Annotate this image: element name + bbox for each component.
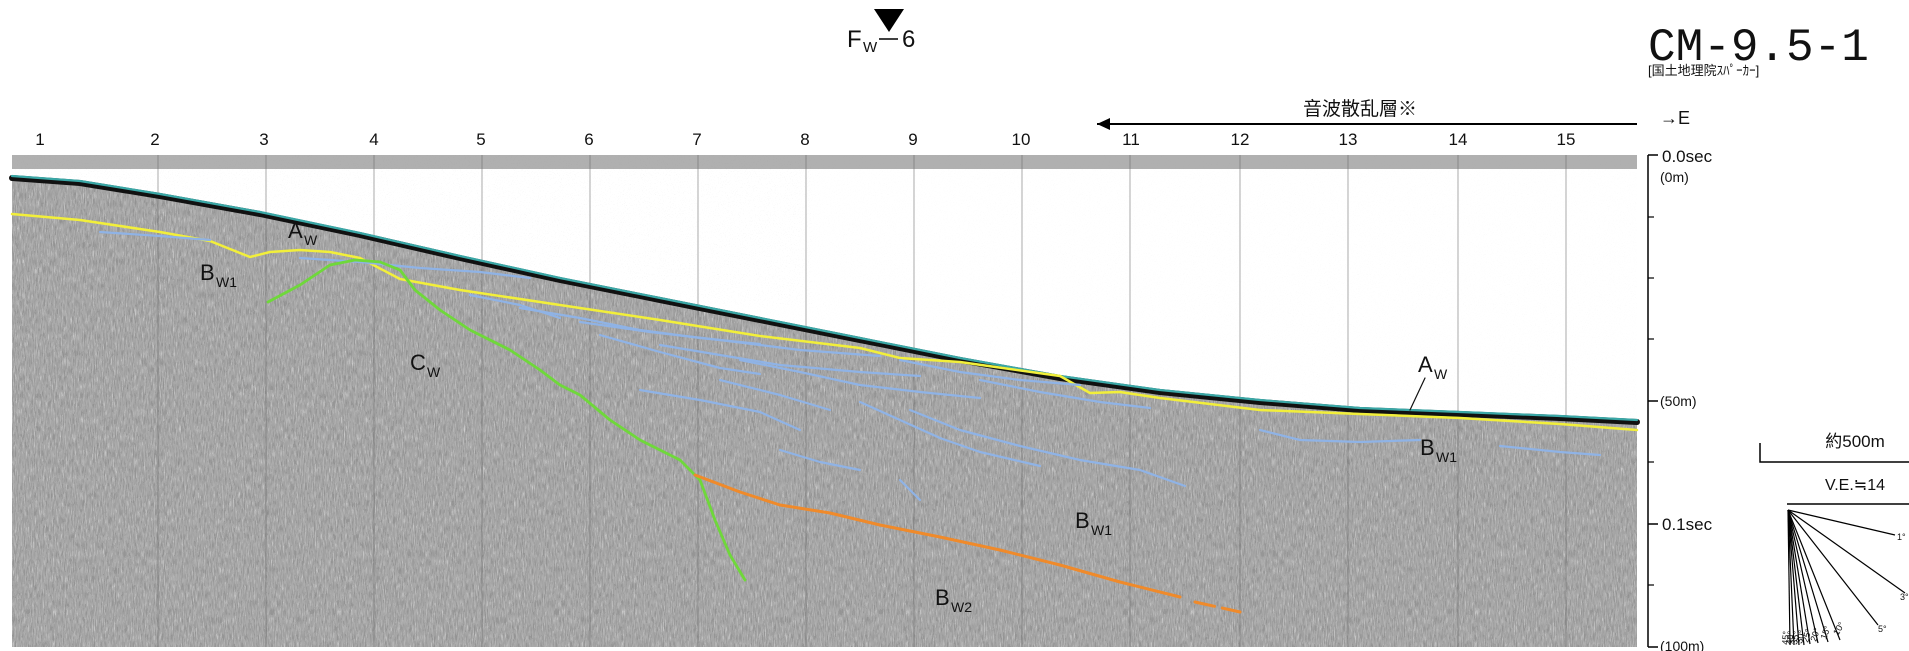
shot-point: 8 [800,130,809,149]
horizon-label-aw-east: A [1418,352,1433,377]
angle-label: 15° [1818,624,1832,641]
profile-id: CM-9.5-1 [1648,22,1869,74]
seafloor-black [9,175,1640,425]
shot-point: 12 [1231,130,1250,149]
horizon-label-cw-sub: W [427,364,441,380]
time-axis: 0.0sec (0m) (50m) 0.1sec (100m) [1647,147,1713,651]
horizon-bw2-dashed-line [1193,600,1242,614]
interpretation-lines [9,174,1640,614]
shot-point: 9 [908,130,917,149]
horizon-label-aw-east-sub: W [1434,366,1448,382]
shot-point: 7 [692,130,701,149]
slope-angle-fan [1787,509,1906,646]
fault-marker: F W 6 [847,9,915,56]
direction-east-label: →E [1660,108,1690,128]
angle-label: 40° [1784,630,1796,645]
profile-source: [国土地理院ｽﾊﾟｰｶｰ] [1648,63,1759,78]
horizon-label-cw: C [410,350,426,375]
seismic-record [12,155,1637,647]
angle-label: 5° [1878,624,1887,634]
horizon-bw2-line [693,473,1182,599]
horizon-label-bw1-deep-sub: W1 [1091,522,1112,538]
seafloor-line [10,174,1639,422]
horizon-labels: A W B W1 C W A W B W1 B W1 B W2 [200,218,1457,615]
angle-label: 30° [1794,629,1807,645]
shot-point: 11 [1122,130,1140,149]
shot-point: 5 [476,130,485,149]
angle-label: 20° [1808,626,1822,642]
horizon-b-lines [98,230,1602,502]
axis-label-depth: (100m) [1660,638,1704,651]
angle-label: 45° [1780,630,1791,645]
angle-label: 35° [1789,630,1801,646]
shot-point-labels: 1 2 3 4 5 6 7 8 9 10 11 12 13 14 15 [35,130,1575,149]
horizon-label-aw: A [288,218,303,243]
axis-label-depth: (0m) [1660,169,1689,185]
fault-number: 6 [902,26,915,53]
aw-leader-line [1409,377,1426,411]
angle-label: 1° [1897,532,1906,542]
horizon-label-aw-sub: W [304,232,318,248]
scatter-layer-label: 音波散乱層※ [1303,98,1417,120]
shot-point: 15 [1557,130,1576,149]
scale-length-label: 約500m [1825,432,1885,451]
shot-point: 10 [1012,130,1031,149]
vertical-exaggeration-label: V.E.≒14 [1825,477,1885,494]
angle-label: 25° [1800,627,1813,643]
horizon-a-line [10,212,1639,432]
axis-label-sec: 0.1sec [1662,515,1713,534]
axis-label-depth: (50m) [1660,393,1697,409]
shot-point: 6 [584,130,593,149]
fault-label: F [847,26,862,53]
shot-point: 3 [259,130,268,149]
scale-bar: 約500m V.E.≒14 [1759,432,1909,505]
shot-point: 1 [35,130,44,149]
fault-label-sub: W [863,39,878,56]
fault-triangle-icon [874,9,904,32]
arrow-left-icon [1097,118,1110,130]
scatter-layer-arrow: 音波散乱層※ [1097,98,1637,130]
axis-label-sec: 0.0sec [1662,147,1713,166]
shot-point: 4 [369,130,378,149]
angle-label: 3° [1900,592,1909,602]
shot-point: 2 [150,130,159,149]
horizon-label-bw2-sub: W2 [951,599,972,615]
horizon-label-bw1: B [200,260,215,285]
horizon-label-bw1-east: B [1420,435,1435,460]
horizon-label-bw1-east-sub: W1 [1436,449,1457,465]
horizon-label-bw1-sub: W1 [216,274,237,290]
shot-point: 14 [1449,130,1468,149]
shot-point: 13 [1339,130,1358,149]
horizon-label-bw2: B [935,585,950,610]
horizon-label-bw1-deep: B [1075,508,1090,533]
